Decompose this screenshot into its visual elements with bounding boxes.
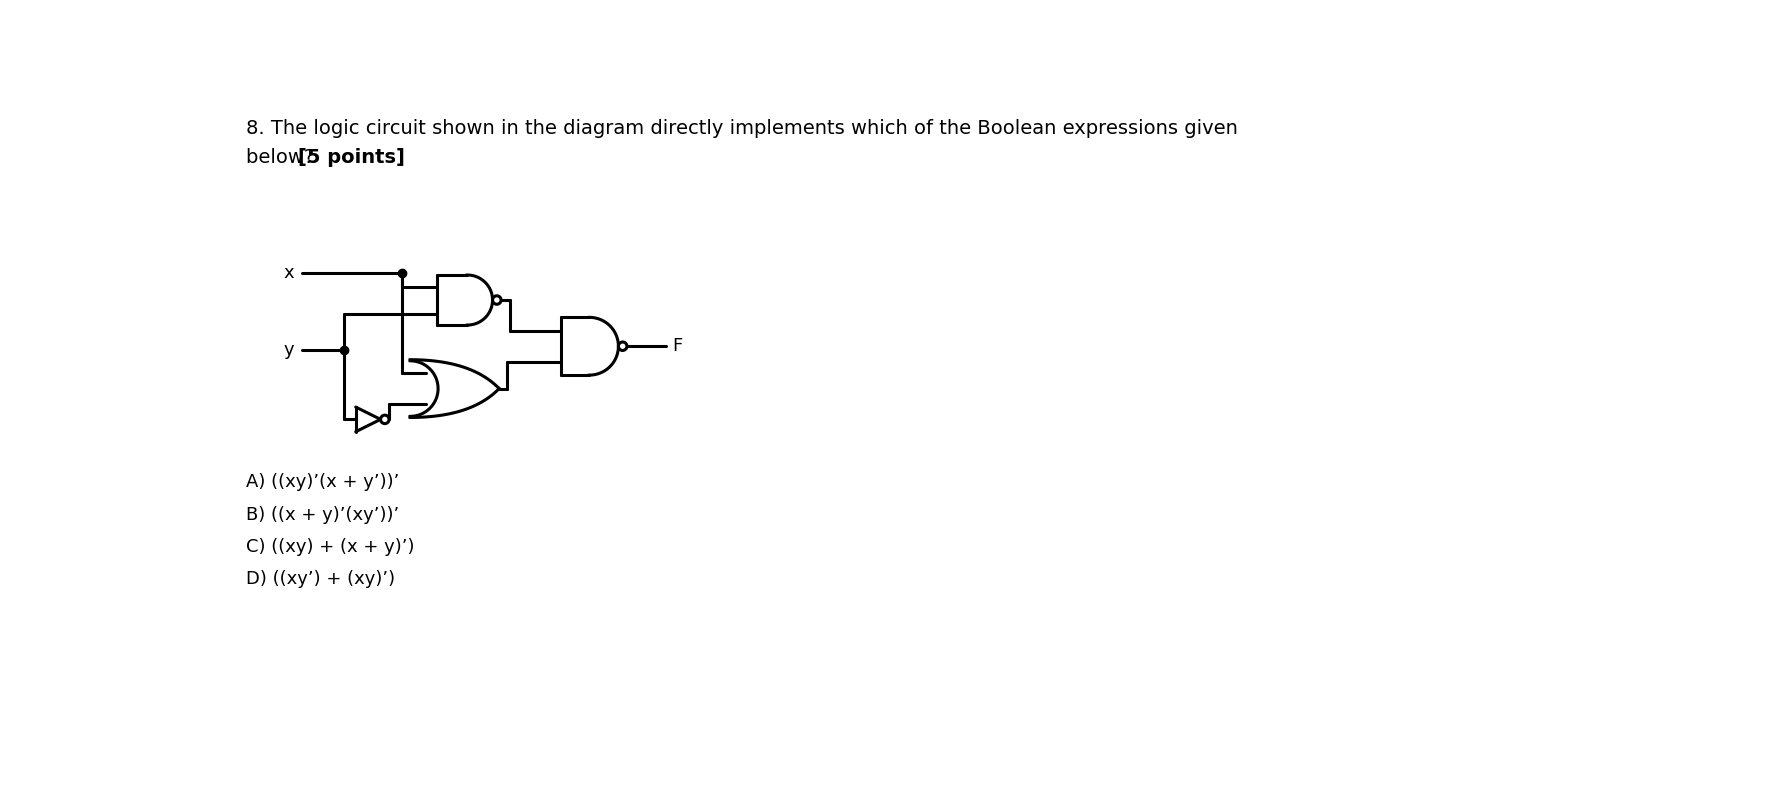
Text: y: y: [283, 341, 294, 359]
Text: x: x: [283, 264, 294, 282]
Text: D) ((xy’) + (xy)’): D) ((xy’) + (xy)’): [246, 571, 394, 589]
Text: [5 points]: [5 points]: [299, 148, 405, 167]
Text: below?: below?: [246, 148, 321, 167]
Text: F: F: [672, 338, 683, 355]
Text: C) ((xy) + (x + y)’): C) ((xy) + (x + y)’): [246, 538, 414, 556]
Text: B) ((x + y)’(xy’))’: B) ((x + y)’(xy’))’: [246, 505, 400, 523]
Text: A) ((xy)’(x + y’))’: A) ((xy)’(x + y’))’: [246, 473, 400, 491]
Text: 8. The logic circuit shown in the diagram directly implements which of the Boole: 8. The logic circuit shown in the diagra…: [246, 119, 1238, 138]
